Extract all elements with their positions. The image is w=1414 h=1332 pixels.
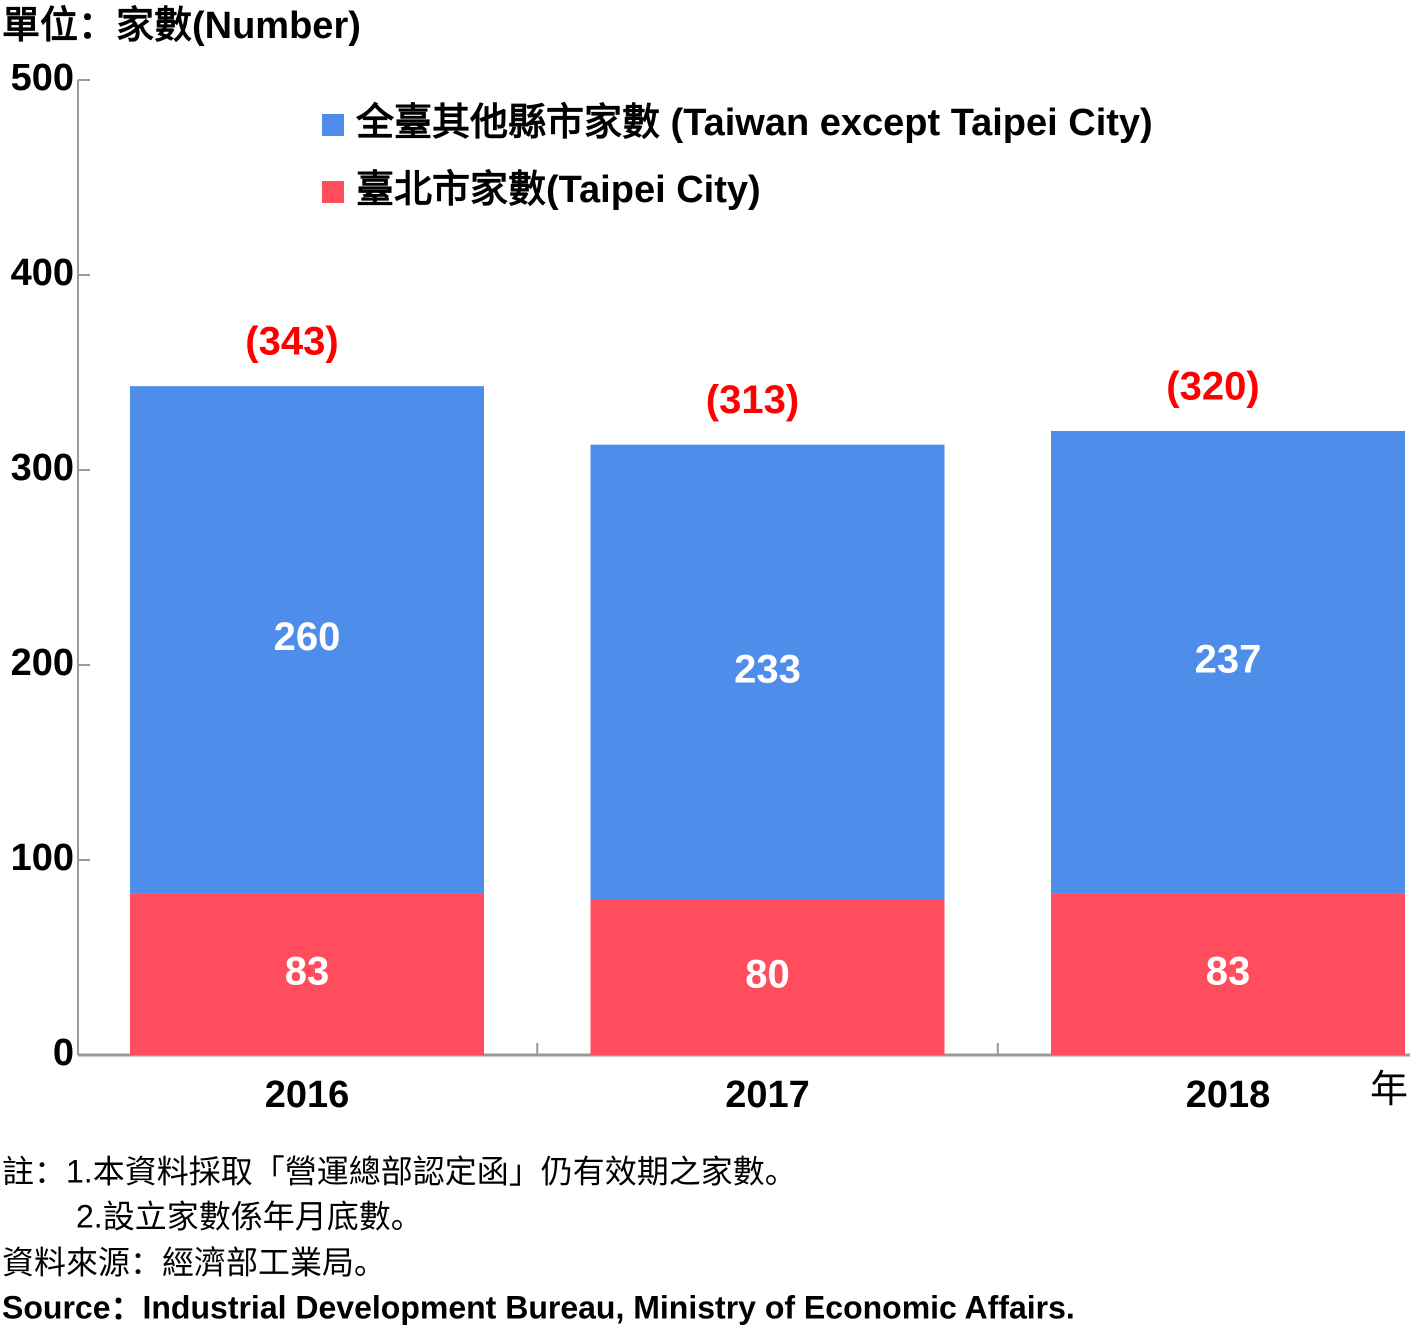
y-axis-label: 單位：家數(Number) bbox=[2, 5, 361, 47]
value-label: 260 bbox=[274, 615, 341, 659]
legend-swatch bbox=[322, 181, 344, 203]
source-en: Source：Industrial Development Bureau, Mi… bbox=[2, 1289, 1075, 1325]
y-tick-label: 200 bbox=[11, 642, 74, 684]
legend-swatch bbox=[322, 114, 344, 136]
total-label: (320) bbox=[1166, 365, 1259, 409]
total-label: (313) bbox=[706, 378, 799, 422]
y-tick-label: 300 bbox=[11, 447, 74, 489]
x-tick-label: 2018 bbox=[1186, 1074, 1271, 1116]
y-tick-label: 100 bbox=[11, 837, 74, 879]
legend-label: 全臺其他縣市家數 (Taiwan except Taipei City) bbox=[355, 101, 1153, 144]
bar-segment bbox=[130, 386, 484, 894]
bar-segment bbox=[1051, 431, 1405, 894]
value-label: 233 bbox=[734, 647, 801, 691]
legend-label: 臺北市家數(Taipei City) bbox=[356, 169, 761, 211]
value-label: 83 bbox=[285, 950, 330, 994]
note: 2.設立家數係年月底數。 bbox=[76, 1198, 423, 1234]
x-axis-label: 年 bbox=[1370, 1069, 1408, 1111]
y-tick-label: 0 bbox=[53, 1032, 74, 1074]
bar-segment bbox=[590, 444, 945, 899]
y-tick-label: 500 bbox=[11, 57, 74, 99]
x-tick-label: 2016 bbox=[265, 1074, 350, 1116]
source: 資料來源：經濟部工業局。 bbox=[2, 1244, 386, 1280]
bar-segment bbox=[1051, 893, 1405, 1055]
value-label: 237 bbox=[1195, 638, 1262, 682]
bar-segment bbox=[590, 899, 945, 1055]
value-label: 80 bbox=[745, 953, 790, 997]
total-label: (343) bbox=[245, 320, 338, 364]
value-label: 83 bbox=[1206, 950, 1251, 994]
note: 註：1.本資料採取「營運總部認定函」仍有效期之家數。 bbox=[2, 1153, 797, 1189]
x-tick-label: 2017 bbox=[725, 1074, 810, 1116]
bar-segment bbox=[130, 893, 484, 1055]
y-tick-label: 400 bbox=[11, 252, 74, 294]
